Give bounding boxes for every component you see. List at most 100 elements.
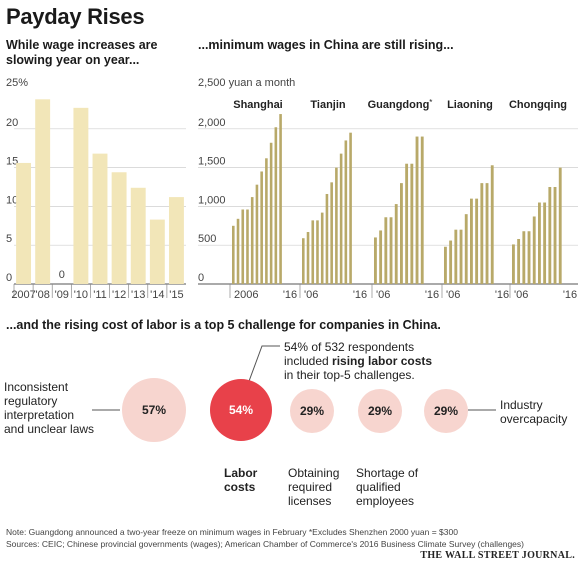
left-bar-7	[149, 219, 165, 284]
subtitle-bottom: ...and the rising cost of labor is a top…	[6, 318, 441, 332]
left-zero-label: 0	[59, 269, 65, 281]
right-bar-chongqing-4	[532, 216, 536, 284]
right-bar-tianjin-3	[316, 220, 319, 284]
right-bar-guangdong-9	[420, 136, 424, 284]
right-bar-guangdong-0	[374, 237, 377, 284]
right-end-label: '16	[283, 289, 297, 301]
right-bar-shanghai-5	[255, 184, 259, 284]
left-bar-0	[16, 162, 32, 284]
right-bar-tianjin-8	[339, 153, 343, 284]
label-labor-costs: Labor costs	[224, 466, 257, 494]
chart-title: Payday Rises	[6, 4, 145, 29]
left-xtick-label: '13	[131, 289, 145, 301]
right-bar-liaoning-6	[475, 198, 479, 284]
right-bar-chongqing-7	[548, 187, 552, 284]
left-bar-8	[168, 197, 184, 284]
right-bar-liaoning-8	[485, 183, 489, 284]
right-start-label: '06	[304, 289, 318, 301]
right-bar-shanghai-1	[236, 218, 240, 284]
label-shortage-line-2: qualified	[356, 480, 401, 494]
wage-increase-chart: 25% 20 15 10 5 0 2007'08 0 '09 '10 '11 '12 '13 '14 '15	[6, 77, 186, 301]
right-bar-liaoning-9	[490, 165, 494, 284]
label-shortage: Shortage of qualified employees	[356, 466, 418, 508]
right-bar-liaoning-4	[464, 214, 468, 284]
left-bar-3	[73, 107, 89, 285]
label-overcapacity: Industry overcapacity	[500, 398, 567, 426]
left-ytick-label: 20	[6, 117, 18, 129]
right-bar-guangdong-6	[405, 163, 409, 284]
right-end-label: '16	[425, 289, 439, 301]
note-line-2: Sources: CEIC; Chinese provincial govern…	[6, 539, 524, 549]
right-bar-tianjin-2	[311, 220, 315, 284]
right-bar-shanghai-4	[250, 197, 254, 284]
subtitle-right: ...minimum wages in China are still risi…	[198, 38, 454, 52]
callout-line-1: 54% of 532 respondents	[284, 340, 415, 354]
label-inconsistent: Inconsistent regulatory interpretation a…	[4, 380, 94, 436]
label-inconsistent-line-2: regulatory	[4, 394, 58, 408]
label-inconsistent-line-3: interpretation	[4, 408, 75, 422]
right-start-label: '06	[446, 289, 460, 301]
right-bar-tianjin-10	[349, 132, 352, 284]
right-bar-liaoning-2	[454, 229, 458, 284]
left-xtick-label: '08	[35, 289, 49, 301]
left-ytick-label: 0	[6, 272, 12, 284]
right-ytick-label: 0	[198, 272, 204, 284]
bubble-labor-costs: 54%	[210, 379, 272, 441]
callout-line-2-bold: rising labor costs	[332, 354, 433, 368]
right-bar-shanghai-2	[241, 209, 245, 284]
callout-text: 54% of 532 respondents included rising l…	[284, 340, 432, 382]
right-bar-chongqing-3	[527, 231, 531, 284]
label-shortage-line-3: employees	[356, 494, 415, 508]
label-licenses-line-3: licenses	[288, 494, 332, 508]
right-bar-liaoning-3	[459, 229, 463, 284]
label-inconsistent-line-1: Inconsistent	[4, 380, 69, 394]
right-bar-liaoning-5	[470, 198, 473, 284]
right-ytick-label: 500	[198, 233, 216, 245]
left-xtick-label: '12	[112, 289, 126, 301]
right-bar-shanghai-9	[274, 127, 278, 284]
label-labor-line-2: costs	[224, 480, 256, 494]
right-bar-tianjin-5	[325, 193, 329, 284]
right-bar-chongqing-9	[558, 167, 562, 284]
minimum-wage-chart: 2,500 yuan a month 2,000 1,500 1,000 500 0 Sha…	[198, 77, 578, 301]
wage-charts: 25% 20 15 10 5 0 2007'08 0 '09 '10 '11 '12 '13 '14 '15…	[6, 77, 578, 301]
left-ytick-label: 10	[6, 194, 18, 206]
left-unit-label: 25%	[6, 77, 28, 89]
subtitle-left: While wage increases are slowing year on…	[6, 38, 158, 67]
left-xtick-label: '11	[93, 289, 107, 301]
region-label-guangdong: Guangdong*	[368, 98, 433, 111]
region-label-liaoning: Liaoning	[447, 99, 493, 111]
right-bar-shanghai-10	[279, 114, 282, 284]
callout-line-2: included rising labor costs	[284, 354, 432, 368]
note-line-1: Note: Guangdong announced a two-year fre…	[6, 527, 458, 537]
label-labor-line-1: Labor	[224, 466, 258, 480]
right-bar-shanghai-7	[265, 158, 268, 284]
right-end-label: '16	[563, 289, 577, 301]
right-bar-liaoning-1	[449, 240, 453, 284]
right-end-label: '16	[495, 289, 509, 301]
left-bar-1	[35, 99, 51, 284]
right-ytick-label: 1,000	[198, 194, 226, 206]
label-overcapacity-line-1: Industry	[500, 398, 543, 412]
footnotes: Note: Guangdong announced a two-year fre…	[6, 526, 581, 550]
right-bar-tianjin-1	[306, 232, 310, 284]
right-bar-shanghai-0	[232, 225, 235, 284]
right-start-label: 2006	[234, 289, 258, 301]
label-overcapacity-line-2: overcapacity	[500, 412, 568, 426]
left-xtick-label: 2007	[11, 289, 35, 301]
right-bar-guangdong-1	[379, 230, 383, 284]
right-bar-guangdong-7	[410, 163, 414, 284]
right-bar-chongqing-0	[512, 244, 515, 284]
region-label-shanghai: Shanghai	[233, 99, 283, 111]
left-ytick-label: 15	[6, 156, 18, 168]
right-bar-guangdong-4	[394, 204, 398, 284]
right-bar-chongqing-8	[553, 187, 557, 284]
left-bar-5	[111, 172, 127, 284]
right-bar-shanghai-6	[260, 171, 263, 284]
right-ytick-label: 2,000	[198, 117, 226, 129]
label-shortage-line-1: Shortage of	[356, 466, 419, 480]
right-bar-tianjin-9	[344, 140, 348, 284]
right-bar-shanghai-8	[269, 142, 273, 284]
label-licenses-line-1: Obtaining	[288, 466, 340, 480]
